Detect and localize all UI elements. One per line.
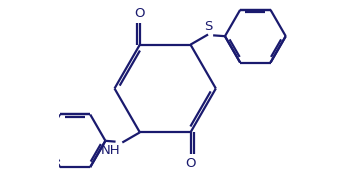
Text: O: O [185, 157, 196, 170]
Text: NH: NH [101, 144, 121, 157]
Text: O: O [135, 7, 145, 20]
Text: S: S [204, 20, 212, 33]
